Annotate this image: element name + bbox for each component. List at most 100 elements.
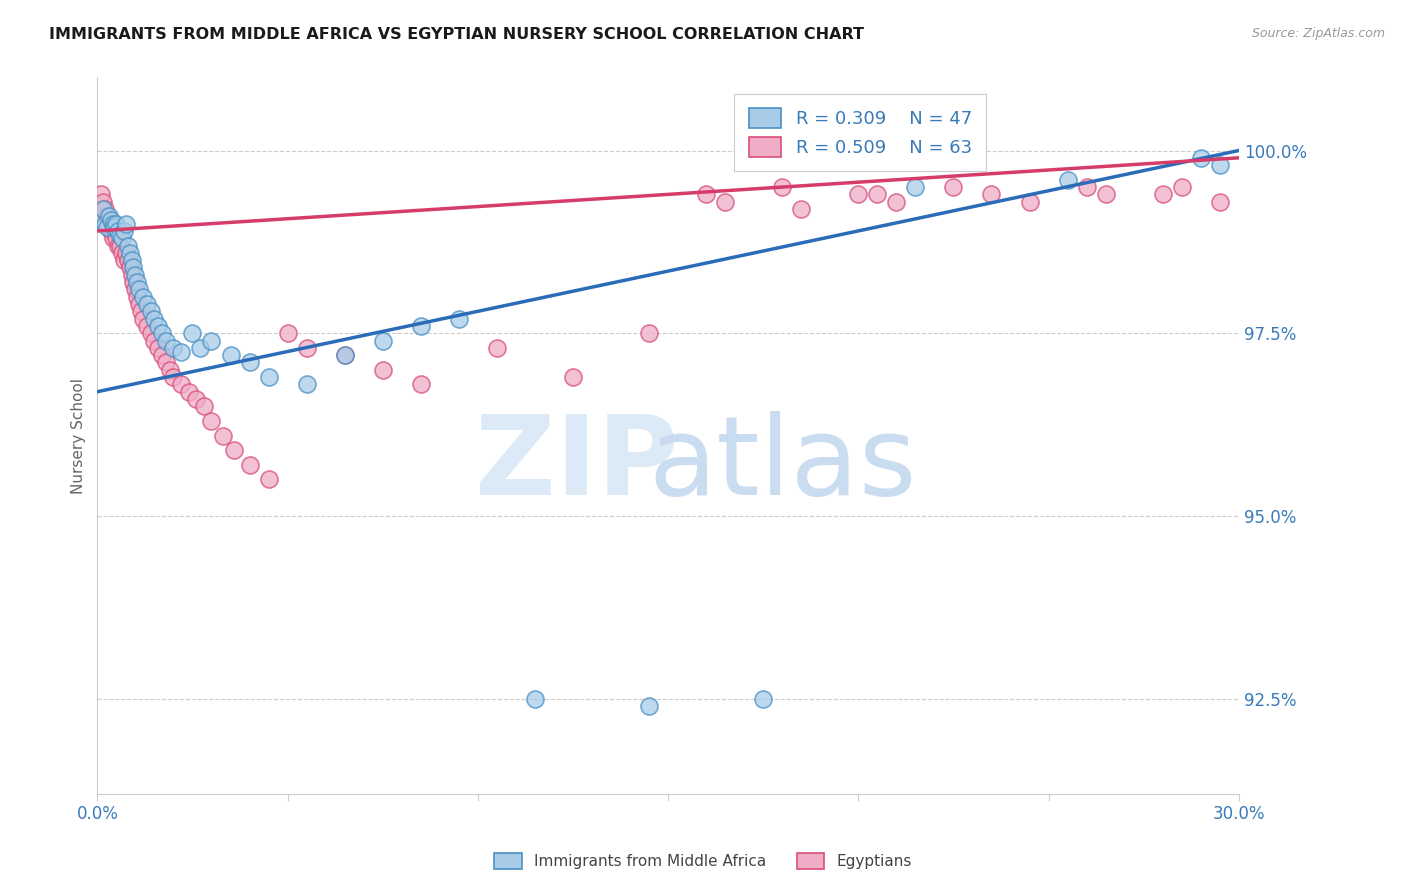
Point bbox=[105, 231, 128, 245]
Point bbox=[132, 311, 155, 326]
Point bbox=[846, 187, 869, 202]
Point bbox=[107, 238, 129, 252]
Point bbox=[103, 220, 125, 235]
Point bbox=[1170, 180, 1192, 194]
Point bbox=[371, 334, 394, 348]
Point bbox=[143, 311, 166, 326]
Point bbox=[101, 217, 124, 231]
Point bbox=[124, 268, 146, 282]
Point bbox=[188, 341, 211, 355]
Point bbox=[150, 326, 173, 341]
Point bbox=[150, 348, 173, 362]
Point bbox=[193, 400, 215, 414]
Point bbox=[409, 318, 432, 333]
Point bbox=[523, 691, 546, 706]
Point bbox=[90, 187, 112, 202]
Point bbox=[1094, 187, 1116, 202]
Point bbox=[1018, 194, 1040, 209]
Point bbox=[200, 334, 222, 348]
Point bbox=[200, 414, 222, 428]
Point bbox=[1209, 194, 1232, 209]
Point bbox=[135, 297, 157, 311]
Text: IMMIGRANTS FROM MIDDLE AFRICA VS EGYPTIAN NURSERY SCHOOL CORRELATION CHART: IMMIGRANTS FROM MIDDLE AFRICA VS EGYPTIA… bbox=[49, 27, 865, 42]
Text: atlas: atlas bbox=[648, 410, 917, 517]
Point bbox=[127, 290, 149, 304]
Point bbox=[105, 217, 128, 231]
Point bbox=[122, 260, 145, 275]
Point bbox=[904, 180, 927, 194]
Point bbox=[409, 377, 432, 392]
Point bbox=[447, 311, 470, 326]
Point bbox=[127, 275, 149, 289]
Point bbox=[219, 348, 242, 362]
Point bbox=[1152, 187, 1174, 202]
Point bbox=[100, 224, 122, 238]
Point bbox=[1209, 158, 1232, 172]
Point bbox=[277, 326, 299, 341]
Point bbox=[371, 363, 394, 377]
Point bbox=[148, 341, 170, 355]
Point bbox=[181, 326, 204, 341]
Point bbox=[91, 202, 114, 216]
Point bbox=[295, 341, 318, 355]
Point bbox=[118, 245, 141, 260]
Point bbox=[257, 472, 280, 486]
Point bbox=[752, 691, 775, 706]
Point bbox=[107, 224, 129, 238]
Point bbox=[714, 194, 737, 209]
Point bbox=[942, 180, 965, 194]
Point bbox=[139, 326, 162, 341]
Point bbox=[96, 209, 118, 223]
Point bbox=[295, 377, 318, 392]
Point bbox=[94, 202, 117, 216]
Point bbox=[103, 224, 125, 238]
Point bbox=[224, 443, 246, 458]
Point bbox=[790, 202, 813, 216]
Point bbox=[143, 334, 166, 348]
Point bbox=[117, 238, 139, 252]
Point bbox=[1189, 151, 1212, 165]
Point bbox=[91, 194, 114, 209]
Point bbox=[177, 384, 200, 399]
Point bbox=[770, 180, 793, 194]
Point bbox=[100, 213, 122, 227]
Point bbox=[132, 290, 155, 304]
Point bbox=[212, 428, 235, 442]
Point bbox=[118, 260, 141, 275]
Point bbox=[97, 209, 120, 223]
Point bbox=[108, 227, 131, 242]
Point bbox=[135, 318, 157, 333]
Point bbox=[97, 217, 120, 231]
Point bbox=[695, 187, 717, 202]
Point bbox=[121, 268, 143, 282]
Point bbox=[155, 355, 177, 369]
Point bbox=[112, 253, 135, 268]
Y-axis label: Nursery School: Nursery School bbox=[72, 377, 86, 493]
Point bbox=[108, 238, 131, 252]
Point bbox=[139, 304, 162, 318]
Point bbox=[129, 304, 152, 318]
Point bbox=[638, 326, 661, 341]
Point bbox=[155, 334, 177, 348]
Point bbox=[94, 217, 117, 231]
Point bbox=[115, 217, 138, 231]
Point bbox=[128, 297, 150, 311]
Point bbox=[115, 245, 138, 260]
Point bbox=[333, 348, 356, 362]
Point bbox=[866, 187, 889, 202]
Point bbox=[117, 253, 139, 268]
Point bbox=[485, 341, 508, 355]
Point bbox=[162, 370, 184, 384]
Point bbox=[333, 348, 356, 362]
Point bbox=[96, 220, 118, 235]
Point bbox=[159, 363, 181, 377]
Point bbox=[111, 245, 134, 260]
Point bbox=[562, 370, 585, 384]
Point bbox=[170, 377, 193, 392]
Point bbox=[238, 355, 260, 369]
Point bbox=[886, 194, 908, 209]
Point bbox=[1076, 180, 1098, 194]
Point bbox=[1056, 173, 1078, 187]
Point bbox=[170, 344, 193, 359]
Point bbox=[186, 392, 208, 406]
